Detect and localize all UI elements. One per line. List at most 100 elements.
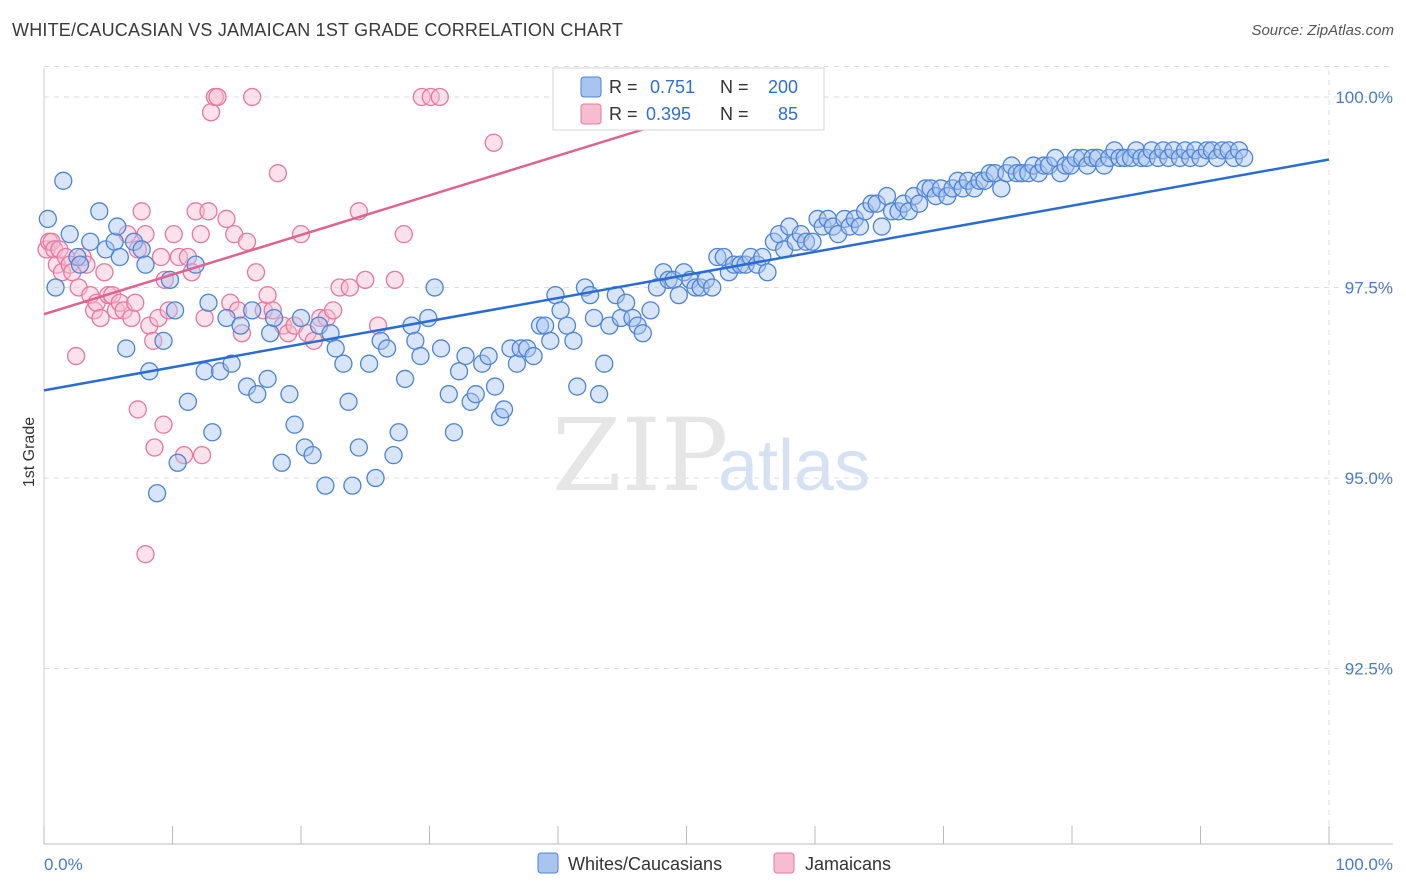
jamaicans-points [37,87,503,564]
white-point [222,354,241,373]
white-point [377,339,397,358]
y-tick-label-2: 97.5% [1345,279,1393,298]
whites-trend-line [43,158,1330,392]
white-point [406,331,425,350]
white-point [439,385,458,404]
legend-swatch-pink [580,103,602,125]
white-point [909,194,929,213]
white-point [530,316,550,335]
white-point [272,453,291,472]
jamaican-point [126,293,145,312]
white-point [494,400,514,419]
white-point [568,377,587,396]
white-point [60,225,79,244]
white-point [708,247,727,267]
legend-n-value-0: 200 [768,77,798,97]
white-point [551,301,570,320]
legend-swatch-blue [580,76,602,98]
white-point [237,377,257,396]
y-tick-label-1: 95.0% [1345,469,1393,488]
white-point [916,179,935,198]
jamaican-point [149,308,168,328]
white-point [366,468,385,488]
legend-n-value-1: 85 [778,104,798,124]
white-point [589,385,609,404]
jamaican-point [95,263,114,282]
series-legend-label-whites: Whites/Caucasians [568,854,722,874]
white-point [557,316,577,335]
jamaican-point [243,87,262,107]
jamaican-point [199,202,218,221]
white-point [303,445,322,465]
jamaican-point [132,202,151,221]
jamaican-point [195,308,214,328]
y-tick-label-3: 100.0% [1335,88,1393,107]
legend-r-label-0: R = [609,77,638,97]
jamaican-point [201,103,221,122]
jamaican-point [128,400,147,419]
white-point [485,377,505,396]
jamaican-point [151,247,171,267]
jamaican-point [191,225,210,244]
jamaican-point [258,285,277,305]
jamaicans-trend-line [43,114,687,316]
white-point [326,339,345,358]
legend-r-label-1: R = [609,104,638,124]
jamaican-point [122,308,141,328]
white-point [796,232,816,251]
white-point [258,369,277,389]
jamaican-point [356,270,375,290]
jamaican-point [217,209,236,229]
white-point [168,453,187,472]
white-point [280,385,299,404]
white-point [850,217,870,236]
white-point [431,339,451,358]
white-point [536,316,555,335]
white-point [132,240,151,259]
white-point [203,423,222,442]
white-point [339,392,358,411]
jamaican-point [91,308,110,328]
white-point [195,362,214,381]
white-point [349,438,368,457]
jamaican-point [192,445,212,465]
grid-lines [44,66,1393,844]
white-point [147,484,167,503]
white-point [564,331,583,350]
white-point [81,232,100,251]
correlation-legend: R = 0.751 N = 200 R = 0.395 N = 85 [552,67,825,131]
watermark-zip: ZIP [552,397,728,514]
jamaican-point [340,278,359,297]
legend-n-label-1: N = [720,104,749,124]
jamaican-point [145,438,164,457]
jamaican-point [268,164,288,183]
white-point [867,194,886,213]
white-point [117,339,136,358]
trend-lines [43,114,1330,392]
white-point [46,278,65,297]
x-axis [43,68,1393,845]
white-point [359,354,379,373]
jamaican-point [246,263,266,282]
white-point [992,179,1011,198]
jamaican-point [323,301,343,320]
jamaican-point [263,301,282,320]
series-legend-label-jamaicans: Jamaicans [805,854,891,874]
white-point [479,346,498,366]
jamaican-point [136,545,155,564]
white-point [616,293,636,312]
series-legend-swatch-pink [773,852,795,874]
white-point [285,415,304,434]
white-point [449,362,469,381]
x-tick-label-min: 0.0% [44,855,83,874]
jamaican-point [164,225,183,244]
white-point [165,301,185,320]
white-point [970,171,989,190]
white-point [862,194,881,213]
jamaican-point [394,225,413,244]
y-axis-label: 1st Grade [21,417,38,487]
jamaican-point [186,202,205,221]
series-legend: Whites/Caucasians Jamaicans [537,852,891,874]
jamaican-point [208,87,227,107]
